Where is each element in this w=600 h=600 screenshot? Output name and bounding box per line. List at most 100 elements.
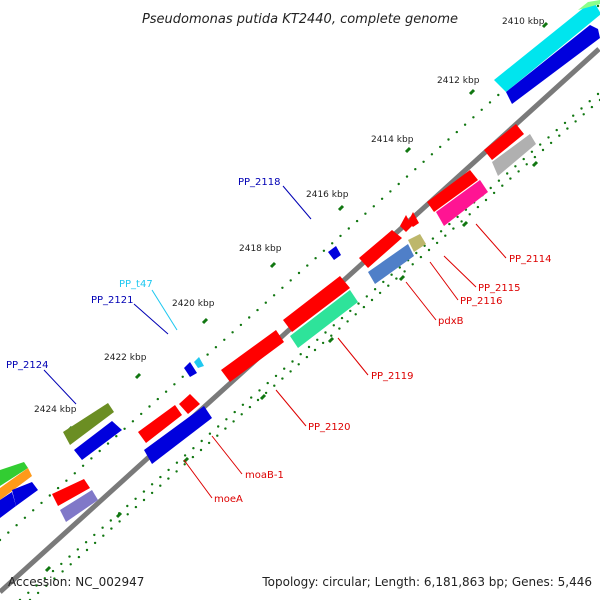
- tick-dot: [547, 136, 550, 139]
- gene-label[interactable]: moeA: [214, 494, 243, 505]
- gene-arrow[interactable]: [290, 290, 358, 348]
- gene-arrow[interactable]: [184, 362, 197, 377]
- gene-arrow[interactable]: [492, 134, 536, 176]
- gene-arrow[interactable]: [138, 405, 182, 443]
- tick-dot: [283, 367, 286, 370]
- gene-arrow[interactable]: [144, 406, 212, 464]
- gene-label[interactable]: PP_2124: [6, 360, 49, 371]
- gene-arrow[interactable]: [194, 357, 204, 368]
- gene-arrow[interactable]: [221, 330, 284, 382]
- tick-dot: [291, 360, 294, 363]
- tick-dot: [73, 472, 77, 475]
- tick-dot: [110, 527, 113, 530]
- tick-dot: [256, 398, 260, 402]
- tick-dot: [36, 591, 40, 595]
- tick-dot: [266, 381, 269, 385]
- gene-label[interactable]: PP_2119: [371, 371, 414, 382]
- tick-dot: [159, 484, 162, 487]
- tick-dot: [126, 513, 129, 516]
- tick-dot: [68, 555, 71, 558]
- forward-strand-genes: [0, 25, 600, 518]
- tick-dot: [61, 570, 64, 573]
- gene-label[interactable]: pdxB: [438, 316, 464, 327]
- gene-arrow[interactable]: [179, 394, 200, 414]
- tick-dot: [339, 234, 342, 238]
- tick-dot: [506, 172, 509, 175]
- tick-dot: [233, 410, 236, 414]
- gene-arrow[interactable]: [63, 403, 114, 445]
- tick-dot: [181, 375, 184, 378]
- gene-arrow[interactable]: [52, 479, 90, 506]
- gene-label[interactable]: PP_2120: [308, 422, 351, 433]
- tick-dot: [497, 179, 501, 182]
- gene-arrow[interactable]: [408, 234, 426, 252]
- tick-dot: [216, 434, 219, 437]
- tick-dot: [248, 316, 251, 319]
- tick-dot: [81, 464, 85, 467]
- tick-dot: [208, 432, 212, 435]
- gene-arrow[interactable]: [484, 124, 524, 160]
- gene-arrow[interactable]: [368, 244, 414, 284]
- tick-dot: [463, 123, 467, 126]
- tick-dot: [0, 538, 2, 542]
- tick-dot: [313, 348, 317, 352]
- gene-arrow[interactable]: [506, 25, 600, 104]
- tick-dot: [488, 101, 492, 104]
- gene-label[interactable]: PP_2115: [478, 283, 521, 294]
- gene-arrow[interactable]: [408, 212, 419, 227]
- tick-dot: [596, 4, 600, 8]
- gene-arrow[interactable]: [400, 215, 412, 232]
- tick-dot: [126, 504, 129, 508]
- gene-label[interactable]: PP_2116: [460, 296, 503, 307]
- gene-label[interactable]: moaB-1: [245, 470, 284, 481]
- tick-dot: [148, 405, 151, 408]
- tick-dot: [378, 291, 382, 295]
- tick-dot: [217, 425, 220, 428]
- tick-dot: [372, 205, 375, 208]
- tick-dot: [27, 591, 30, 594]
- gene-arrow[interactable]: [359, 230, 402, 268]
- tick-dot: [415, 251, 418, 255]
- gene-arrow[interactable]: [283, 276, 350, 332]
- gene-arrow[interactable]: [74, 421, 122, 460]
- tick-dot: [207, 441, 211, 445]
- kbp-label: 2422 kbp: [104, 353, 147, 363]
- tick-dot: [134, 497, 137, 500]
- tick-dot: [582, 113, 585, 116]
- tick-dot: [456, 215, 459, 219]
- tick-dot: [307, 345, 311, 349]
- gene-arrow[interactable]: [0, 492, 16, 518]
- tick-dot: [370, 298, 374, 302]
- gene-arrow[interactable]: [328, 246, 341, 260]
- tick-dot: [596, 92, 600, 96]
- gene-arrow[interactable]: [0, 468, 32, 500]
- gene-arrow[interactable]: [12, 482, 38, 506]
- tick-dot: [549, 141, 553, 145]
- gene-label[interactable]: PP_2121: [91, 295, 134, 306]
- gene-label[interactable]: PP_2114: [509, 254, 552, 265]
- gene-arrow[interactable]: [578, 0, 600, 10]
- tick-dot: [530, 150, 534, 153]
- gene-arrow[interactable]: [427, 170, 478, 212]
- tick-dot: [588, 100, 591, 103]
- tick-dot: [77, 555, 81, 559]
- tick-dot: [468, 213, 471, 216]
- gene-arrow[interactable]: [0, 462, 28, 486]
- tick-dot: [199, 448, 203, 452]
- tick-dot: [32, 509, 35, 512]
- tick-dot: [389, 190, 392, 193]
- tick-dot: [115, 435, 118, 438]
- tick-dot: [387, 284, 390, 287]
- gene-arrow[interactable]: [436, 180, 488, 226]
- tick-dot: [427, 248, 431, 252]
- tick-dot: [60, 562, 63, 566]
- gene-arrow[interactable]: [60, 490, 98, 522]
- tick-dot: [264, 301, 267, 304]
- gene-label[interactable]: PP_t47: [119, 279, 153, 290]
- tick-dot: [164, 390, 168, 393]
- tick-dot: [241, 403, 245, 406]
- gene-labels: PP_2118 PP_t47 PP_2121 PP_2124 PP_2114 P…: [6, 177, 552, 505]
- gene-label[interactable]: PP_2118: [238, 177, 281, 188]
- label-leaders: [43, 185, 507, 499]
- gene-arrow[interactable]: [494, 2, 600, 92]
